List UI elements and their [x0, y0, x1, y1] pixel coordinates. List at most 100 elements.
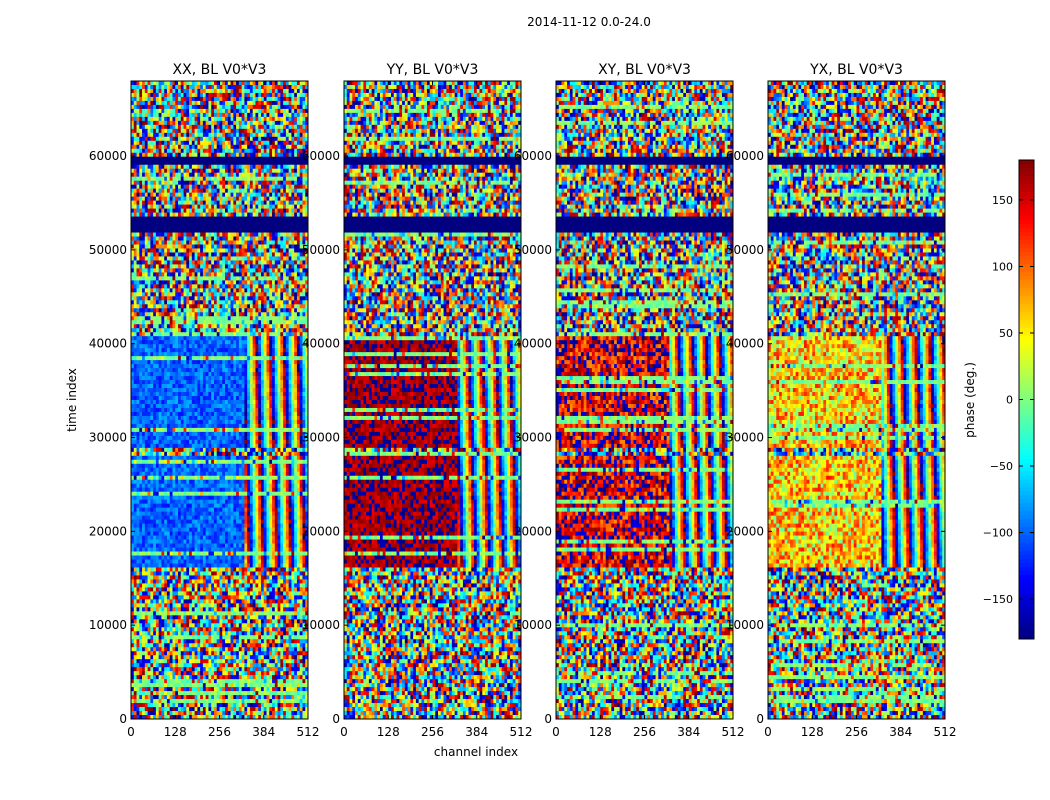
heatmap-cell: [180, 340, 184, 345]
heatmap-cell: [266, 340, 270, 345]
heatmap-cell: [194, 232, 198, 237]
heatmap-cell: [274, 196, 278, 202]
heatmap-cell: [161, 276, 165, 281]
heatmap-cell: [147, 128, 151, 134]
heatmap-cell: [225, 81, 229, 86]
heatmap-cell: [142, 316, 146, 321]
heatmap-cell: [252, 84, 256, 90]
heatmap-cell: [175, 168, 179, 174]
heatmap-cell: [285, 212, 290, 217]
heatmap-cell: [294, 224, 298, 229]
heatmap-cell: [291, 320, 295, 325]
heatmap-cell: [296, 316, 301, 321]
heatmap-cell: [247, 196, 251, 202]
heatmap-cell: [213, 272, 218, 277]
heatmap-cell: [294, 108, 298, 114]
heatmap-cell: [236, 244, 240, 249]
heatmap-cell: [255, 244, 259, 249]
heatmap-cell: [219, 136, 223, 142]
heatmap-cell: [302, 288, 306, 293]
heatmap-cell: [258, 296, 262, 301]
heatmap-cell: [236, 312, 240, 317]
heatmap-cell: [274, 244, 278, 249]
heatmap-cell: [147, 276, 151, 281]
heatmap-cell: [175, 260, 179, 265]
heatmap-cell: [225, 164, 229, 170]
heatmap-cell: [280, 148, 284, 154]
heatmap-cell: [299, 388, 303, 393]
heatmap-cell: [205, 336, 209, 341]
heatmap-cell: [142, 184, 146, 190]
heatmap-cell: [241, 200, 245, 206]
heatmap-cell: [197, 360, 201, 365]
heatmap-cell: [266, 300, 270, 305]
heatmap-cell: [305, 92, 308, 98]
heatmap-cell: [299, 244, 303, 249]
heatmap-cell: [283, 100, 287, 106]
heatmap-cell: [136, 364, 140, 369]
heatmap-cell: [266, 196, 270, 202]
heatmap-cell: [183, 256, 187, 261]
heatmap-cell: [258, 236, 262, 241]
heatmap-cell: [166, 84, 171, 90]
heatmap-cell: [147, 292, 151, 297]
heatmap-cell: [219, 348, 223, 353]
heatmap-cell: [227, 336, 231, 341]
heatmap-cell: [249, 112, 254, 118]
heatmap-cell: [274, 124, 278, 130]
heatmap-cell: [296, 248, 301, 253]
heatmap-cell: [255, 312, 259, 317]
heatmap-cell: [272, 204, 276, 209]
heatmap-cell: [189, 384, 193, 389]
heatmap-cell: [236, 88, 240, 94]
heatmap-cell: [158, 116, 162, 122]
heatmap-cell: [161, 256, 165, 261]
heatmap-cell: [263, 320, 267, 325]
heatmap-cell: [296, 232, 301, 237]
heatmap-cell: [236, 116, 240, 122]
heatmap-cell: [260, 152, 265, 158]
heatmap-cell: [147, 312, 151, 317]
heatmap-cell: [202, 81, 207, 86]
heatmap-cell: [200, 232, 204, 237]
heatmap-cell: [296, 368, 301, 373]
heatmap-cell: [225, 300, 229, 305]
heatmap-cell: [136, 96, 140, 102]
heatmap-cell: [200, 81, 204, 86]
heatmap-cell: [288, 244, 292, 249]
heatmap-cell: [260, 148, 265, 154]
heatmap-cell: [288, 81, 292, 86]
heatmap-cell: [169, 252, 173, 257]
heatmap-cell: [283, 128, 287, 134]
heatmap-cell: [178, 380, 182, 385]
heatmap-cell: [305, 232, 308, 237]
heatmap-cell: [288, 264, 292, 269]
heatmap-cell: [208, 96, 212, 102]
heatmap-cell: [169, 324, 173, 329]
heatmap-cell: [238, 104, 243, 110]
heatmap-cell: [272, 356, 276, 361]
heatmap-cell: [294, 212, 298, 217]
heatmap-cell: [247, 200, 251, 206]
heatmap-cell: [233, 296, 237, 301]
heatmap-cell: [219, 140, 223, 146]
heatmap-cell: [175, 324, 179, 329]
heatmap-cell: [205, 280, 209, 285]
heatmap-cell: [219, 308, 223, 313]
heatmap-cell: [197, 220, 201, 225]
heatmap-cell: [296, 328, 301, 333]
heatmap-cell: [302, 164, 306, 170]
heatmap-cell: [189, 92, 193, 98]
heatmap-cell: [241, 208, 245, 213]
heatmap-cell: [189, 208, 193, 213]
heatmap-cell: [178, 312, 182, 317]
heatmap-cell: [238, 236, 243, 241]
heatmap-cell: [283, 304, 287, 309]
heatmap-cell: [236, 188, 240, 194]
heatmap-cell: [169, 184, 173, 190]
heatmap-cell: [269, 296, 273, 301]
heatmap-cell: [178, 92, 182, 98]
heatmap-cell: [144, 276, 148, 281]
heatmap-cell: [186, 352, 190, 357]
heatmap-cell: [191, 240, 196, 245]
